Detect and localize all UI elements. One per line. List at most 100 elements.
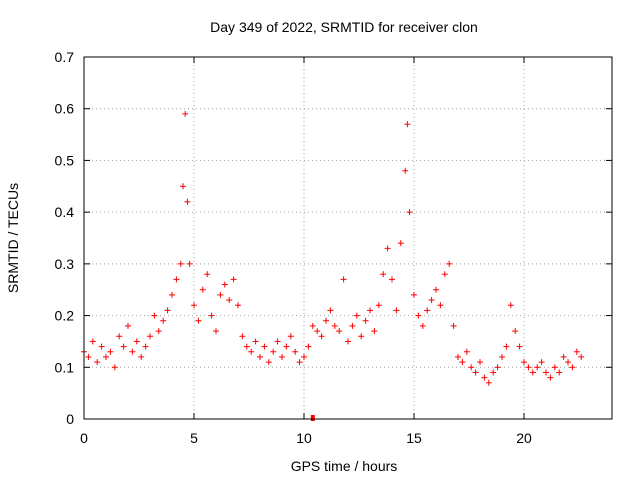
data-point (309, 322, 316, 329)
data-point (397, 240, 404, 247)
data-point (265, 359, 272, 366)
y-tick-label: 0.4 (55, 204, 75, 220)
data-point (419, 322, 426, 329)
data-point (103, 353, 109, 360)
data-point (195, 317, 202, 324)
data-points (81, 110, 585, 421)
data-point (184, 198, 191, 205)
data-point (133, 338, 140, 345)
data-point (252, 338, 259, 345)
data-point (406, 209, 413, 216)
data-point (384, 245, 391, 252)
x-tick-label: 10 (296, 430, 312, 446)
data-point (98, 343, 105, 350)
data-point (578, 353, 585, 360)
data-point (248, 348, 255, 355)
data-point (239, 333, 246, 340)
y-tick-label: 0.7 (55, 49, 75, 65)
y-tick-label: 0 (66, 411, 74, 427)
data-point (521, 359, 527, 366)
data-point (125, 322, 131, 329)
data-point (362, 317, 369, 324)
data-point (177, 260, 184, 267)
data-point (199, 286, 206, 293)
data-point (164, 307, 171, 314)
data-point (217, 291, 224, 298)
data-point (314, 328, 321, 335)
data-point (450, 322, 457, 329)
data-point (116, 333, 123, 340)
axis-ticks: 0 0.1 0.2 0.3 0.4 0.5 0.6 0.7 0 5 10 15 20 (55, 49, 612, 446)
data-point (226, 297, 233, 304)
grid (84, 57, 612, 419)
data-point (428, 297, 435, 304)
data-point (336, 328, 343, 335)
data-point (459, 359, 466, 366)
data-point (151, 312, 158, 319)
data-point (569, 364, 576, 371)
data-point (375, 302, 382, 309)
data-point (182, 110, 189, 117)
data-point (516, 343, 523, 350)
data-point (404, 121, 411, 128)
data-point (512, 328, 519, 335)
data-point (503, 343, 510, 350)
data-point (323, 317, 329, 324)
data-point (318, 333, 325, 340)
data-point (455, 353, 461, 360)
data-point (257, 353, 263, 360)
data-point (173, 276, 180, 283)
data-point (186, 260, 193, 267)
data-point (446, 260, 453, 267)
data-point (525, 364, 532, 371)
data-point (490, 369, 497, 376)
data-point (160, 317, 167, 324)
data-point (191, 302, 197, 309)
data-point (415, 312, 422, 319)
data-point (89, 338, 96, 345)
data-point (129, 348, 136, 355)
data-point (235, 302, 241, 309)
data-point (296, 359, 303, 366)
data-point (543, 369, 549, 376)
data-point (147, 333, 153, 340)
data-point (213, 328, 219, 335)
data-point (573, 348, 580, 355)
x-tick-label: 15 (406, 430, 422, 446)
data-point (433, 286, 439, 293)
data-point (529, 369, 536, 376)
data-point (534, 364, 541, 371)
data-point (208, 312, 215, 319)
data-point (138, 353, 145, 360)
data-point (169, 291, 175, 298)
data-point (287, 333, 294, 340)
data-point (353, 312, 360, 319)
data-point (402, 167, 409, 174)
data-point (94, 359, 101, 366)
data-point (221, 281, 228, 288)
data-point (283, 343, 290, 350)
y-tick-label: 0.6 (55, 101, 75, 117)
data-point (230, 276, 237, 283)
data-point (261, 343, 268, 350)
data-point (243, 343, 250, 350)
y-axis-title: SRMTID / TECUs (5, 183, 21, 293)
y-tick-label: 0.5 (55, 152, 75, 168)
data-point (481, 374, 488, 381)
data-point (472, 369, 479, 376)
data-point (204, 271, 211, 278)
data-point (371, 328, 378, 335)
data-point (340, 276, 347, 283)
data-point (380, 271, 387, 278)
data-point (331, 322, 338, 329)
data-point (180, 183, 186, 190)
data-point (477, 359, 483, 366)
data-point (301, 353, 307, 360)
data-point (556, 369, 563, 376)
data-point (411, 291, 417, 298)
data-point (107, 348, 114, 355)
data-point (393, 307, 400, 314)
data-point (437, 302, 444, 309)
data-point (463, 348, 470, 355)
